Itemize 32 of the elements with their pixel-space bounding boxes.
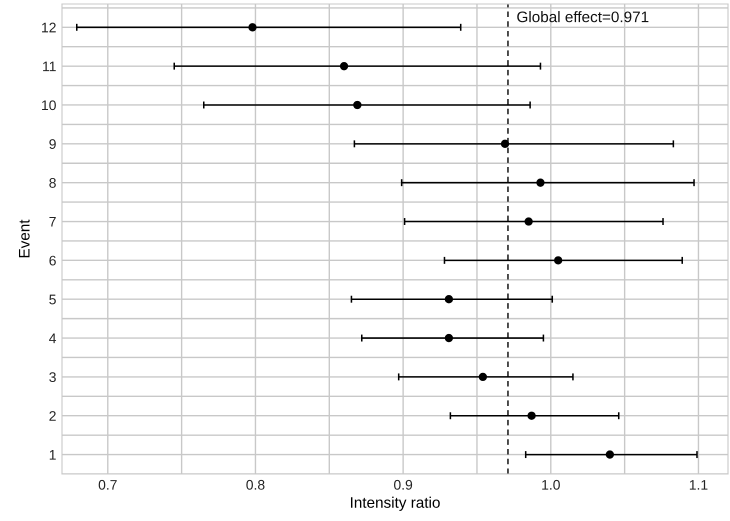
point <box>554 256 562 265</box>
point <box>500 140 510 148</box>
y-tick-label: 7 <box>49 217 56 227</box>
point <box>444 295 454 304</box>
ref-line-label: Global effect=0.971 <box>517 11 648 22</box>
y-tick-label: 4 <box>49 334 56 344</box>
point <box>248 23 257 32</box>
y-tick-label: 2 <box>49 411 56 421</box>
y-tick-label: 8 <box>49 178 56 188</box>
x-tick-label: 1.0 <box>542 480 560 490</box>
y-tick-label: 5 <box>49 294 56 304</box>
point <box>524 217 533 226</box>
y-tick-label: 6 <box>49 256 56 266</box>
y-tick-label: 3 <box>49 372 56 382</box>
y-axis-title: Event <box>18 220 30 258</box>
y-tick-label: 1 <box>50 450 56 460</box>
point <box>478 372 488 382</box>
y-tick-label: 9 <box>49 139 56 150</box>
y-tick-label: 12 <box>42 22 56 32</box>
x-tick-label: 0.8 <box>246 480 264 490</box>
point <box>536 178 545 187</box>
x-tick-label: 0.7 <box>98 480 117 490</box>
x-axis-title: Intensity ratio <box>350 496 440 511</box>
y-tick-label: 10 <box>42 100 56 110</box>
point <box>606 450 614 459</box>
point <box>444 334 454 342</box>
x-tick-label: 0.9 <box>394 480 412 490</box>
point <box>353 100 362 110</box>
point <box>527 412 536 420</box>
point <box>340 62 348 70</box>
x-tick-label: 1.1 <box>690 480 708 490</box>
y-tick-label: 11 <box>43 62 56 72</box>
